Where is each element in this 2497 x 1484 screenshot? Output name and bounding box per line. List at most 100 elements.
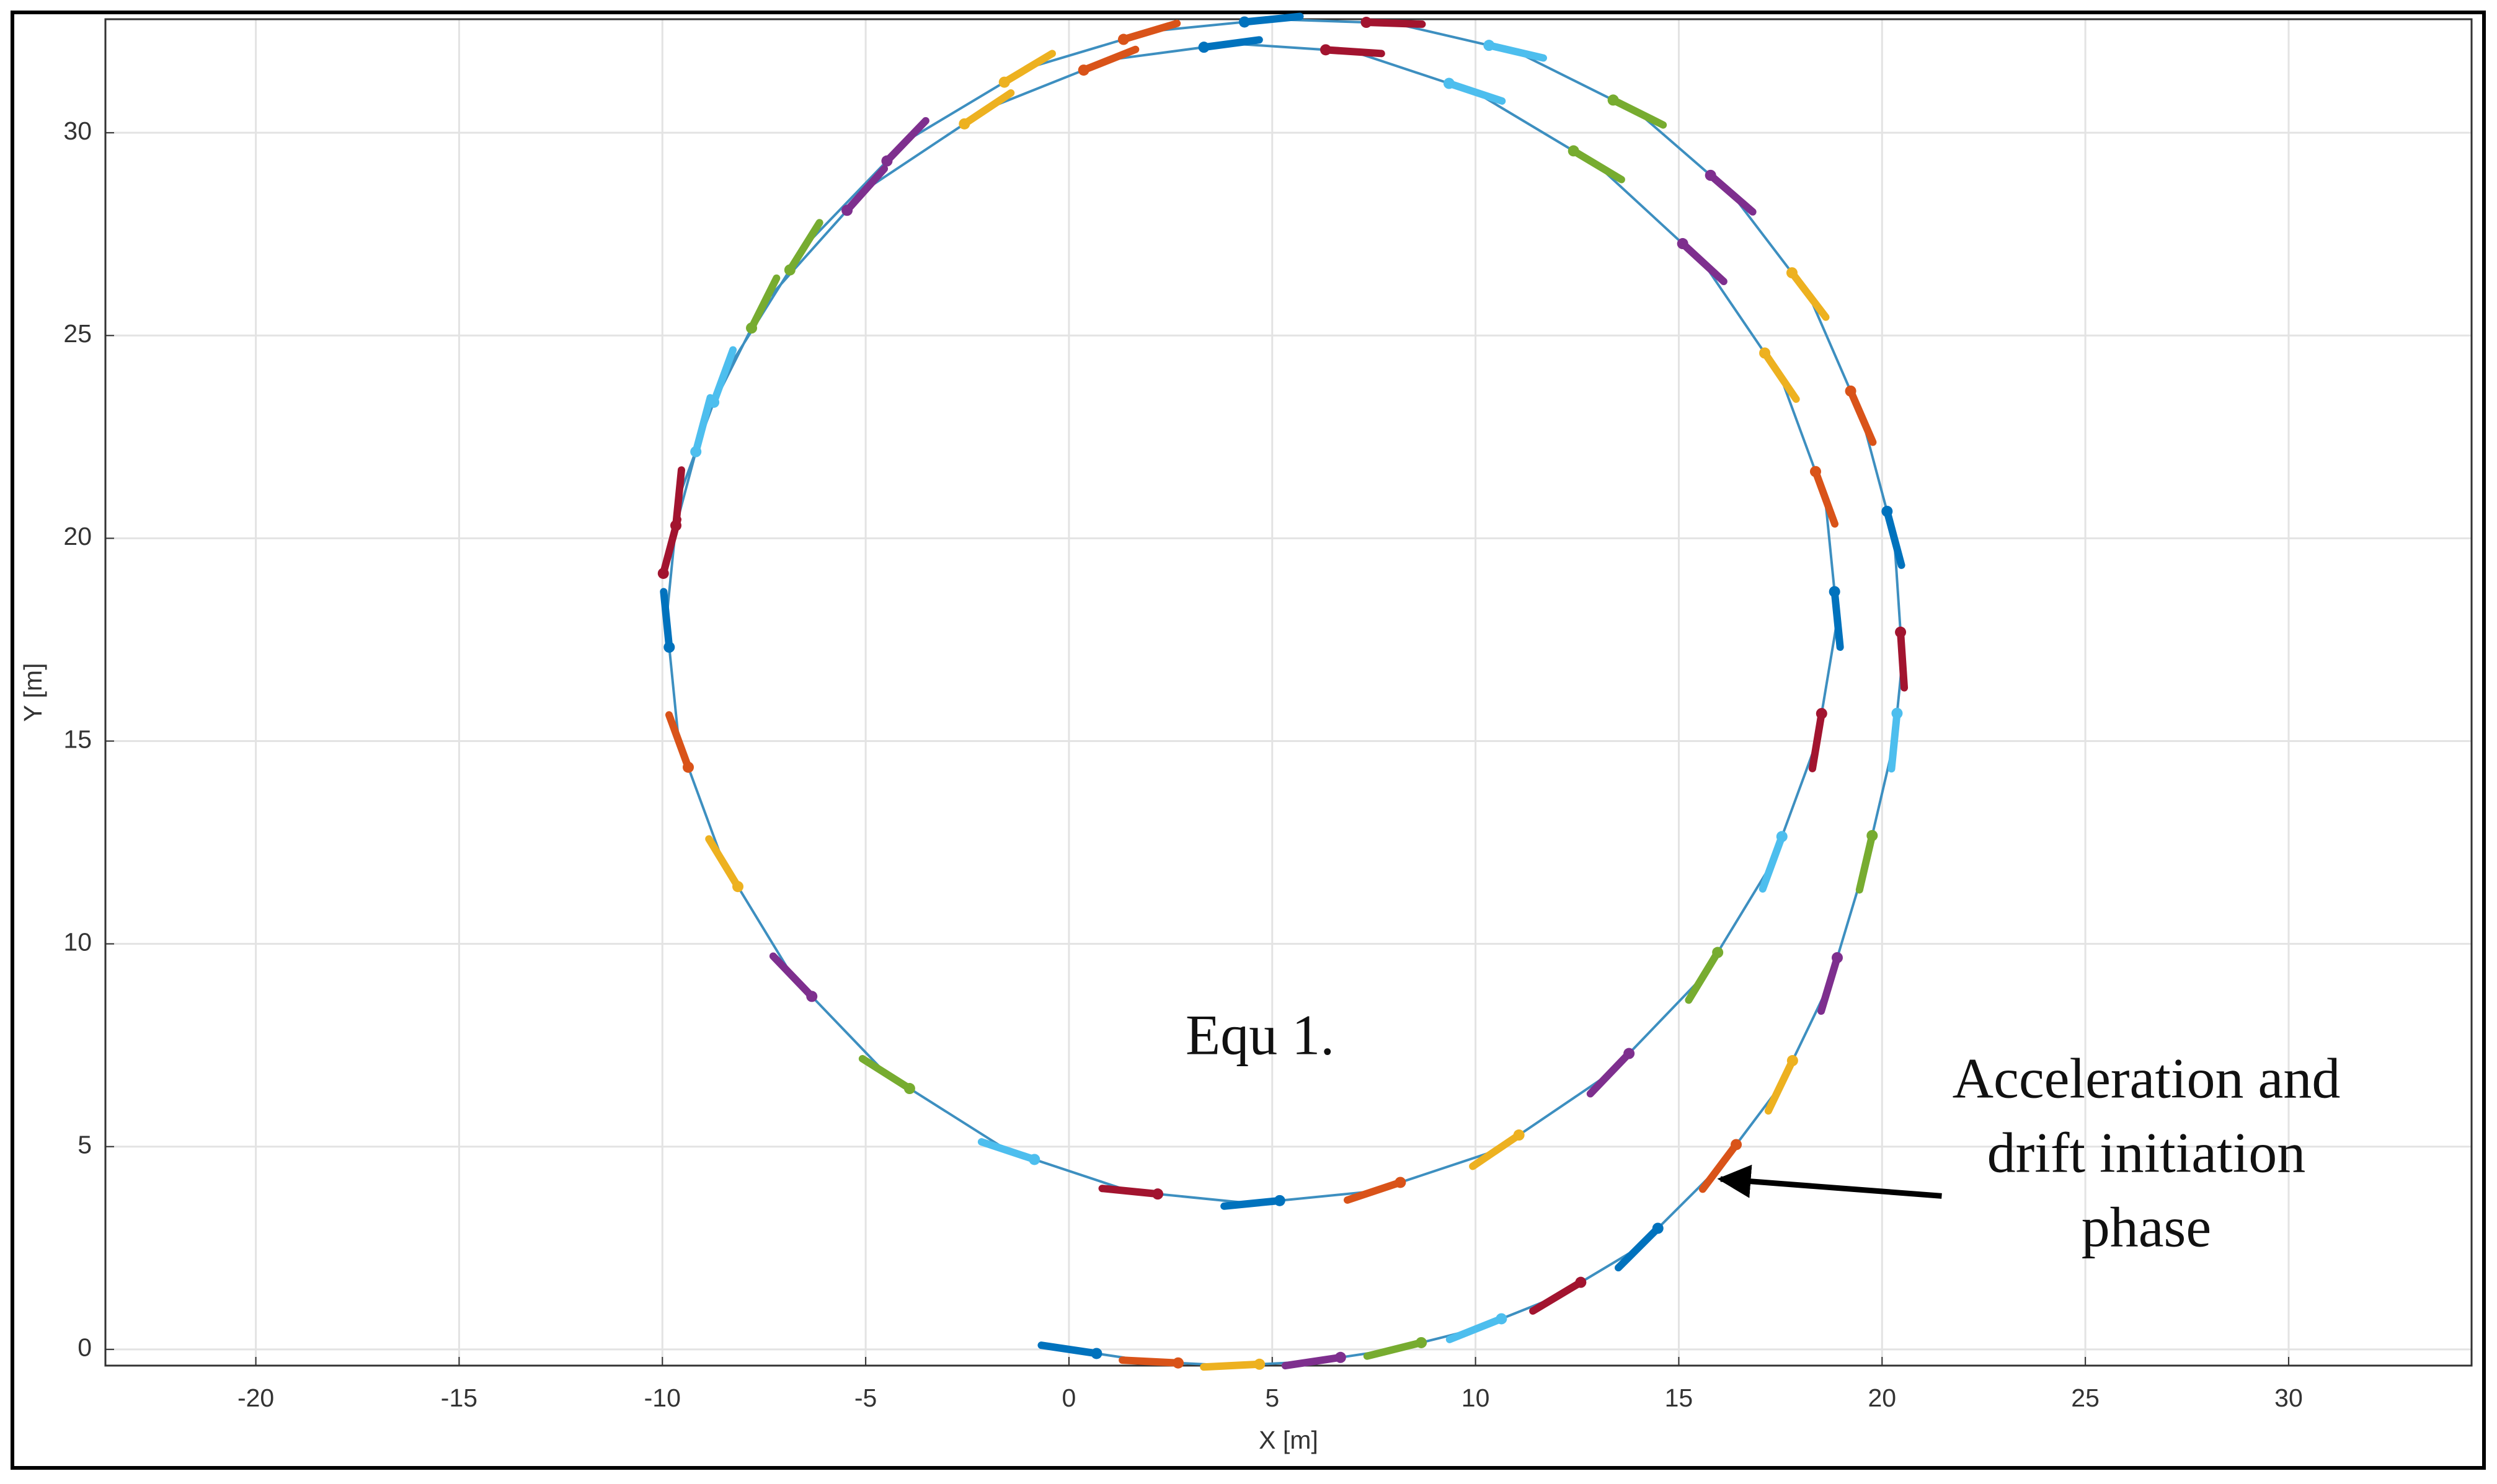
vehicle-marker xyxy=(1759,831,1788,893)
vehicle-head xyxy=(1152,1188,1164,1200)
y-tick-label: 20 xyxy=(63,522,92,550)
x-tick-label: -20 xyxy=(237,1384,274,1412)
vehicle-body xyxy=(1343,1178,1404,1204)
vehicle-head xyxy=(1173,1357,1184,1369)
vehicle-body xyxy=(1615,1224,1662,1272)
vehicle-head xyxy=(1274,1195,1285,1206)
vehicle-body xyxy=(1445,1315,1506,1343)
vehicle-marker xyxy=(705,835,744,893)
x-tick-label: 15 xyxy=(1665,1384,1693,1412)
y-tick-label: 10 xyxy=(63,927,92,956)
vehicle-head xyxy=(1786,267,1798,279)
vehicle-marker xyxy=(1881,505,1905,569)
vehicle-head xyxy=(1776,831,1788,842)
vehicle-body xyxy=(1281,1353,1344,1370)
vehicle-head xyxy=(1360,17,1372,29)
vehicle-head xyxy=(784,264,796,276)
vehicle-head xyxy=(959,118,970,130)
x-tick-label: 30 xyxy=(2274,1384,2303,1412)
vehicle-head xyxy=(746,322,758,334)
vehicle-marker xyxy=(1220,1195,1285,1210)
vehicle-marker xyxy=(1281,1351,1346,1370)
vehicle-body xyxy=(660,588,673,651)
vehicle-marker xyxy=(1469,1129,1525,1170)
vehicle-body xyxy=(1788,269,1830,321)
vehicle-body xyxy=(883,117,929,165)
vehicle-head xyxy=(1759,347,1771,359)
vehicle-head xyxy=(683,761,694,773)
vehicle-marker xyxy=(769,952,818,1002)
vehicle-marker xyxy=(1200,1358,1266,1371)
vehicle-head xyxy=(657,567,669,579)
vehicle-marker xyxy=(1568,145,1625,183)
vehicle-body xyxy=(1200,36,1263,51)
vehicle-body xyxy=(1445,79,1506,105)
y-axis-label: Y [m] xyxy=(19,663,47,722)
vehicle-marker xyxy=(1586,1048,1635,1098)
vehicle-marker xyxy=(977,1138,1040,1165)
vehicle-marker xyxy=(1764,1055,1798,1115)
y-tick-label: 30 xyxy=(63,117,92,145)
vehicle-body xyxy=(1883,507,1905,569)
vehicle-body xyxy=(1469,1131,1523,1170)
vehicle-marker xyxy=(1483,40,1548,62)
vehicle-body xyxy=(659,516,682,577)
vehicle-body xyxy=(1855,831,1876,894)
x-tick-label: -5 xyxy=(854,1384,877,1412)
vehicle-marker xyxy=(841,165,889,216)
vehicle-marker xyxy=(665,711,694,773)
vehicle-marker xyxy=(1363,1336,1427,1360)
vehicle-marker xyxy=(1809,466,1839,528)
y-tick-label: 25 xyxy=(63,319,92,348)
vehicle-marker xyxy=(1817,952,1843,1015)
vehicle-head xyxy=(1029,1154,1040,1165)
vehicle-body xyxy=(1362,19,1426,29)
vehicle-head xyxy=(663,642,675,653)
vehicle-marker xyxy=(746,274,781,334)
vehicle-body xyxy=(1586,1049,1633,1098)
vehicle-body xyxy=(1485,42,1548,62)
vehicle-body xyxy=(960,89,1015,128)
vehicle-marker xyxy=(1829,586,1844,651)
vehicle-body xyxy=(692,394,714,456)
vehicle-head xyxy=(1575,1276,1587,1288)
vehicle-head xyxy=(881,155,893,167)
vehicle-body xyxy=(1569,147,1625,183)
vehicle-body xyxy=(705,835,742,891)
vehicle-marker xyxy=(1098,1185,1164,1200)
vehicle-head xyxy=(1198,42,1210,53)
vehicle-head xyxy=(690,446,702,457)
vehicle-head xyxy=(903,1083,915,1095)
x-tick-label: 25 xyxy=(2071,1384,2100,1412)
vehicle-head xyxy=(1652,1222,1664,1234)
vehicle-body xyxy=(1761,349,1800,403)
vehicle-marker xyxy=(657,516,682,579)
vehicle-marker xyxy=(1343,1177,1406,1204)
vehicle-marker xyxy=(1759,347,1800,403)
vehicle-marker xyxy=(858,1054,915,1095)
vehicle-body xyxy=(710,346,737,406)
vehicle-marker xyxy=(1607,94,1667,129)
vehicle-marker xyxy=(1808,708,1827,772)
vehicle-head xyxy=(1238,16,1250,28)
vehicle-head xyxy=(1731,1139,1742,1151)
vehicle-marker xyxy=(1238,12,1304,28)
vehicle-head xyxy=(732,881,744,893)
vehicle-body xyxy=(1322,46,1385,58)
x-tick-label: -15 xyxy=(441,1384,477,1412)
vehicle-marker xyxy=(1705,169,1757,216)
x-tick-label: 20 xyxy=(1868,1384,1896,1412)
vehicle-marker xyxy=(959,89,1015,130)
vehicle-head xyxy=(1881,505,1893,517)
vehicle-body xyxy=(1037,1341,1101,1358)
vehicle-marker xyxy=(1887,707,1903,773)
vehicle-body xyxy=(1706,171,1757,216)
vehicle-body xyxy=(1830,588,1844,651)
vehicle-body xyxy=(769,952,816,1000)
vehicle-body xyxy=(1240,12,1304,26)
vehicle-head xyxy=(1831,952,1843,963)
vehicle-marker xyxy=(784,219,823,276)
vehicle-marker xyxy=(1078,45,1140,76)
vehicle-marker xyxy=(1119,1356,1184,1369)
vehicle-head xyxy=(1829,586,1840,598)
